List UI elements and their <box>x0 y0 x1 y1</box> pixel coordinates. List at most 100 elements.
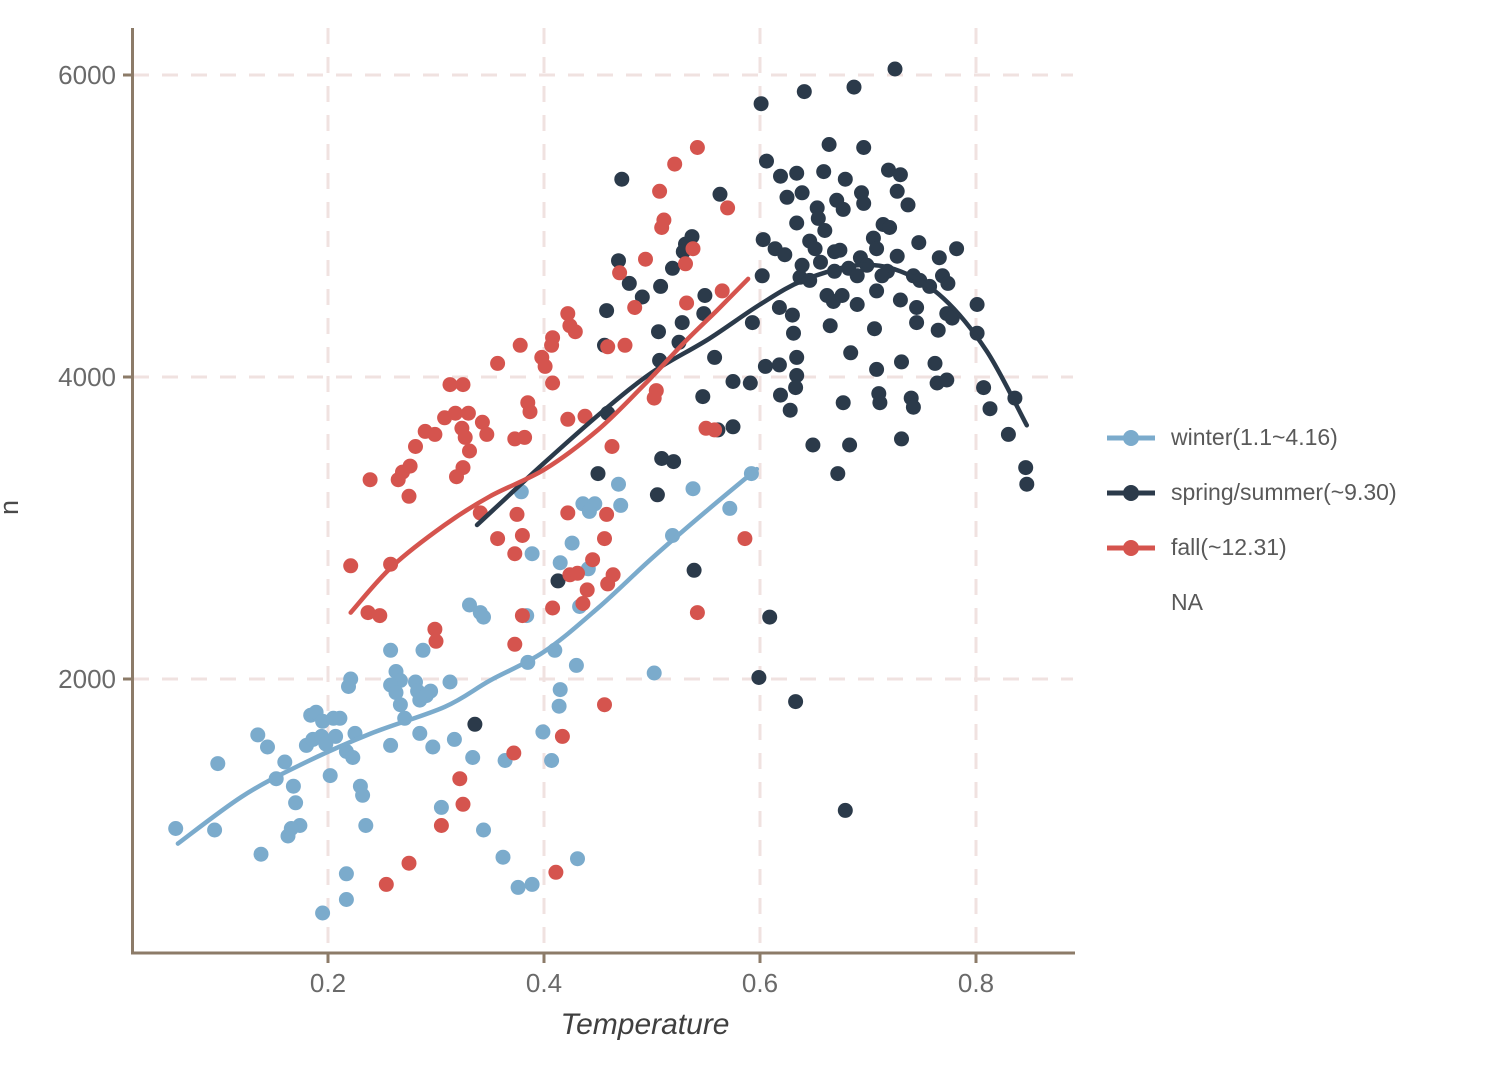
trend-layer <box>175 262 1030 846</box>
data-point <box>753 96 769 112</box>
x-tick-label: 0.6 <box>742 968 778 998</box>
data-point <box>697 288 713 303</box>
data-point <box>856 195 872 211</box>
data-point <box>649 487 665 503</box>
data-point <box>843 345 859 361</box>
y-tick-label: 2000 <box>58 664 116 694</box>
data-point <box>581 503 597 519</box>
data-point <box>514 608 530 624</box>
data-point <box>788 694 804 710</box>
data-point <box>940 275 956 291</box>
data-point <box>1000 426 1016 442</box>
data-point <box>544 753 560 768</box>
data-point <box>490 531 506 547</box>
data-point <box>322 768 338 784</box>
data-point <box>725 419 741 435</box>
legend-key-line-dot-icon <box>1107 484 1155 501</box>
data-point <box>457 429 473 445</box>
data-point <box>465 750 481 765</box>
data-point <box>545 600 561 616</box>
x-axis-title: Temperature <box>560 1008 730 1041</box>
data-point <box>479 426 495 442</box>
data-point <box>849 268 865 284</box>
data-point <box>524 876 540 892</box>
data-point <box>415 642 431 658</box>
data-point <box>567 324 583 340</box>
data-point <box>665 260 680 276</box>
data-point <box>433 799 449 815</box>
data-point <box>869 283 885 299</box>
data-point <box>408 439 423 454</box>
data-point <box>755 232 771 248</box>
data-point <box>835 201 851 217</box>
data-point <box>627 300 643 315</box>
data-point <box>634 289 650 305</box>
data-point <box>714 283 730 299</box>
data-point <box>773 387 788 403</box>
data-point <box>600 576 616 592</box>
y-tick-label: 4000 <box>58 362 116 392</box>
data-point <box>666 454 682 470</box>
data-point <box>789 368 805 383</box>
data-point <box>315 905 331 921</box>
data-point <box>759 153 774 169</box>
data-point <box>378 876 394 892</box>
data-point <box>550 573 566 589</box>
data-point <box>846 79 862 95</box>
legend-key-line-dot-icon <box>1107 429 1155 446</box>
legend-label: NA <box>1171 589 1203 615</box>
data-point <box>887 61 903 77</box>
data-point <box>260 739 275 755</box>
data-point <box>604 439 620 454</box>
data-point <box>849 297 865 312</box>
data-point <box>332 710 348 726</box>
data-point <box>507 636 523 652</box>
data-point <box>168 821 184 836</box>
data-point <box>467 716 483 732</box>
data-point <box>383 556 399 572</box>
data-point <box>646 665 662 681</box>
data-point <box>551 698 567 714</box>
data-point <box>476 609 491 625</box>
data-point <box>892 167 908 183</box>
data-point <box>779 189 795 205</box>
data-point <box>874 268 890 284</box>
data-point <box>695 389 711 405</box>
data-point <box>805 437 821 453</box>
data-point <box>568 657 584 673</box>
data-point <box>283 821 299 836</box>
data-point <box>789 165 805 181</box>
data-point <box>358 818 374 833</box>
data-point <box>900 197 916 213</box>
data-point <box>816 164 832 180</box>
data-point <box>651 324 666 340</box>
data-point <box>834 288 850 303</box>
data-point <box>455 796 471 812</box>
data-point <box>585 552 601 568</box>
axis-layer <box>123 28 1075 963</box>
trend-line <box>348 276 751 615</box>
data-point <box>725 374 741 389</box>
data-point <box>757 358 773 374</box>
data-point <box>548 864 564 880</box>
data-point <box>927 355 943 371</box>
data-point <box>881 162 896 178</box>
data-point <box>449 469 464 485</box>
data-point <box>545 375 561 391</box>
data-point <box>909 300 925 315</box>
data-point <box>786 325 801 341</box>
data-point <box>343 671 359 687</box>
data-point <box>744 315 760 331</box>
data-point <box>524 546 540 562</box>
data-point <box>789 215 805 231</box>
data-point <box>579 582 595 598</box>
data-point <box>777 247 793 263</box>
data-point <box>517 429 533 445</box>
data-point <box>817 223 833 238</box>
data-point <box>392 697 408 713</box>
data-point <box>564 535 580 551</box>
data-point <box>613 497 629 513</box>
data-point <box>506 745 522 761</box>
data-point <box>911 235 927 251</box>
